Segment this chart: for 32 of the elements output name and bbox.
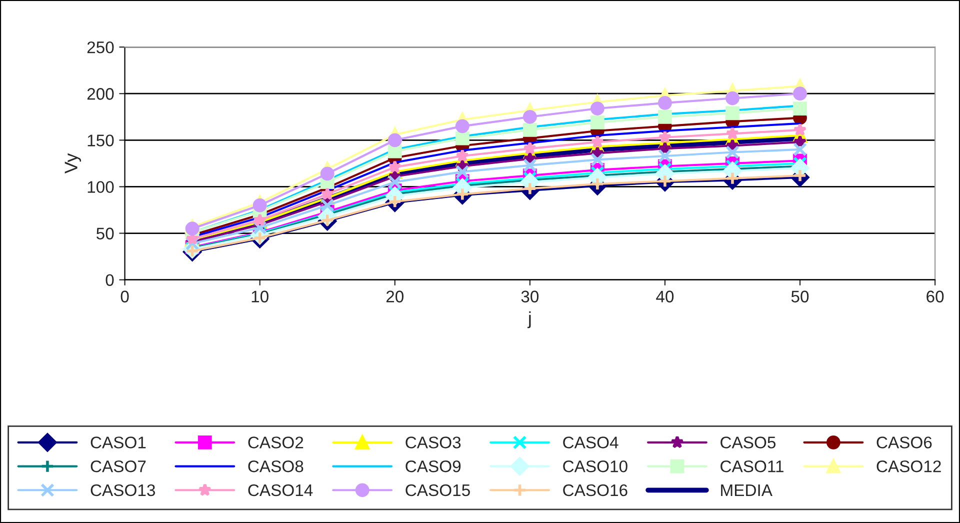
legend-label: CASO4 xyxy=(563,436,618,448)
y-tick-label: 200 xyxy=(87,88,114,100)
legend-label: CASO6 xyxy=(876,436,932,448)
x-tick-label: 60 xyxy=(926,290,944,302)
y-tick-label: 0 xyxy=(106,274,114,286)
legend-label: CASO9 xyxy=(406,460,461,472)
legend-label: CASO2 xyxy=(248,436,304,448)
y-tick-label: 100 xyxy=(88,181,114,193)
legend-label: CASO5 xyxy=(720,436,776,448)
x-tick-label: 50 xyxy=(791,290,809,302)
y-tick-label: 250 xyxy=(87,41,114,54)
legend-label: CASO11 xyxy=(720,460,784,472)
x-tick-label: 20 xyxy=(386,290,404,302)
legend-label: CASO8 xyxy=(248,460,304,472)
x-axis-title: j xyxy=(527,311,531,328)
y-tick-label: 150 xyxy=(88,134,114,146)
legend-label: CASO13 xyxy=(90,484,156,496)
legend-label: CASO7 xyxy=(90,460,146,472)
legend-label: CASO1 xyxy=(90,436,146,448)
legend-label: CASO15 xyxy=(406,484,470,496)
legend-label: CASO3 xyxy=(406,436,461,448)
legend-label: CASO16 xyxy=(563,484,628,496)
legend-label: MEDIA xyxy=(721,484,772,496)
legend-label: CASO12 xyxy=(876,460,941,472)
legend-label: CASO10 xyxy=(563,460,628,472)
y-tick-label: 50 xyxy=(96,228,114,240)
y-axis-title: Vy xyxy=(64,153,82,174)
x-tick-label: 30 xyxy=(521,290,539,302)
legend-label: CASO14 xyxy=(248,484,313,496)
x-tick-label: 40 xyxy=(656,290,674,302)
x-tick-label: 0 xyxy=(120,290,129,302)
x-tick-label: 10 xyxy=(252,290,268,302)
